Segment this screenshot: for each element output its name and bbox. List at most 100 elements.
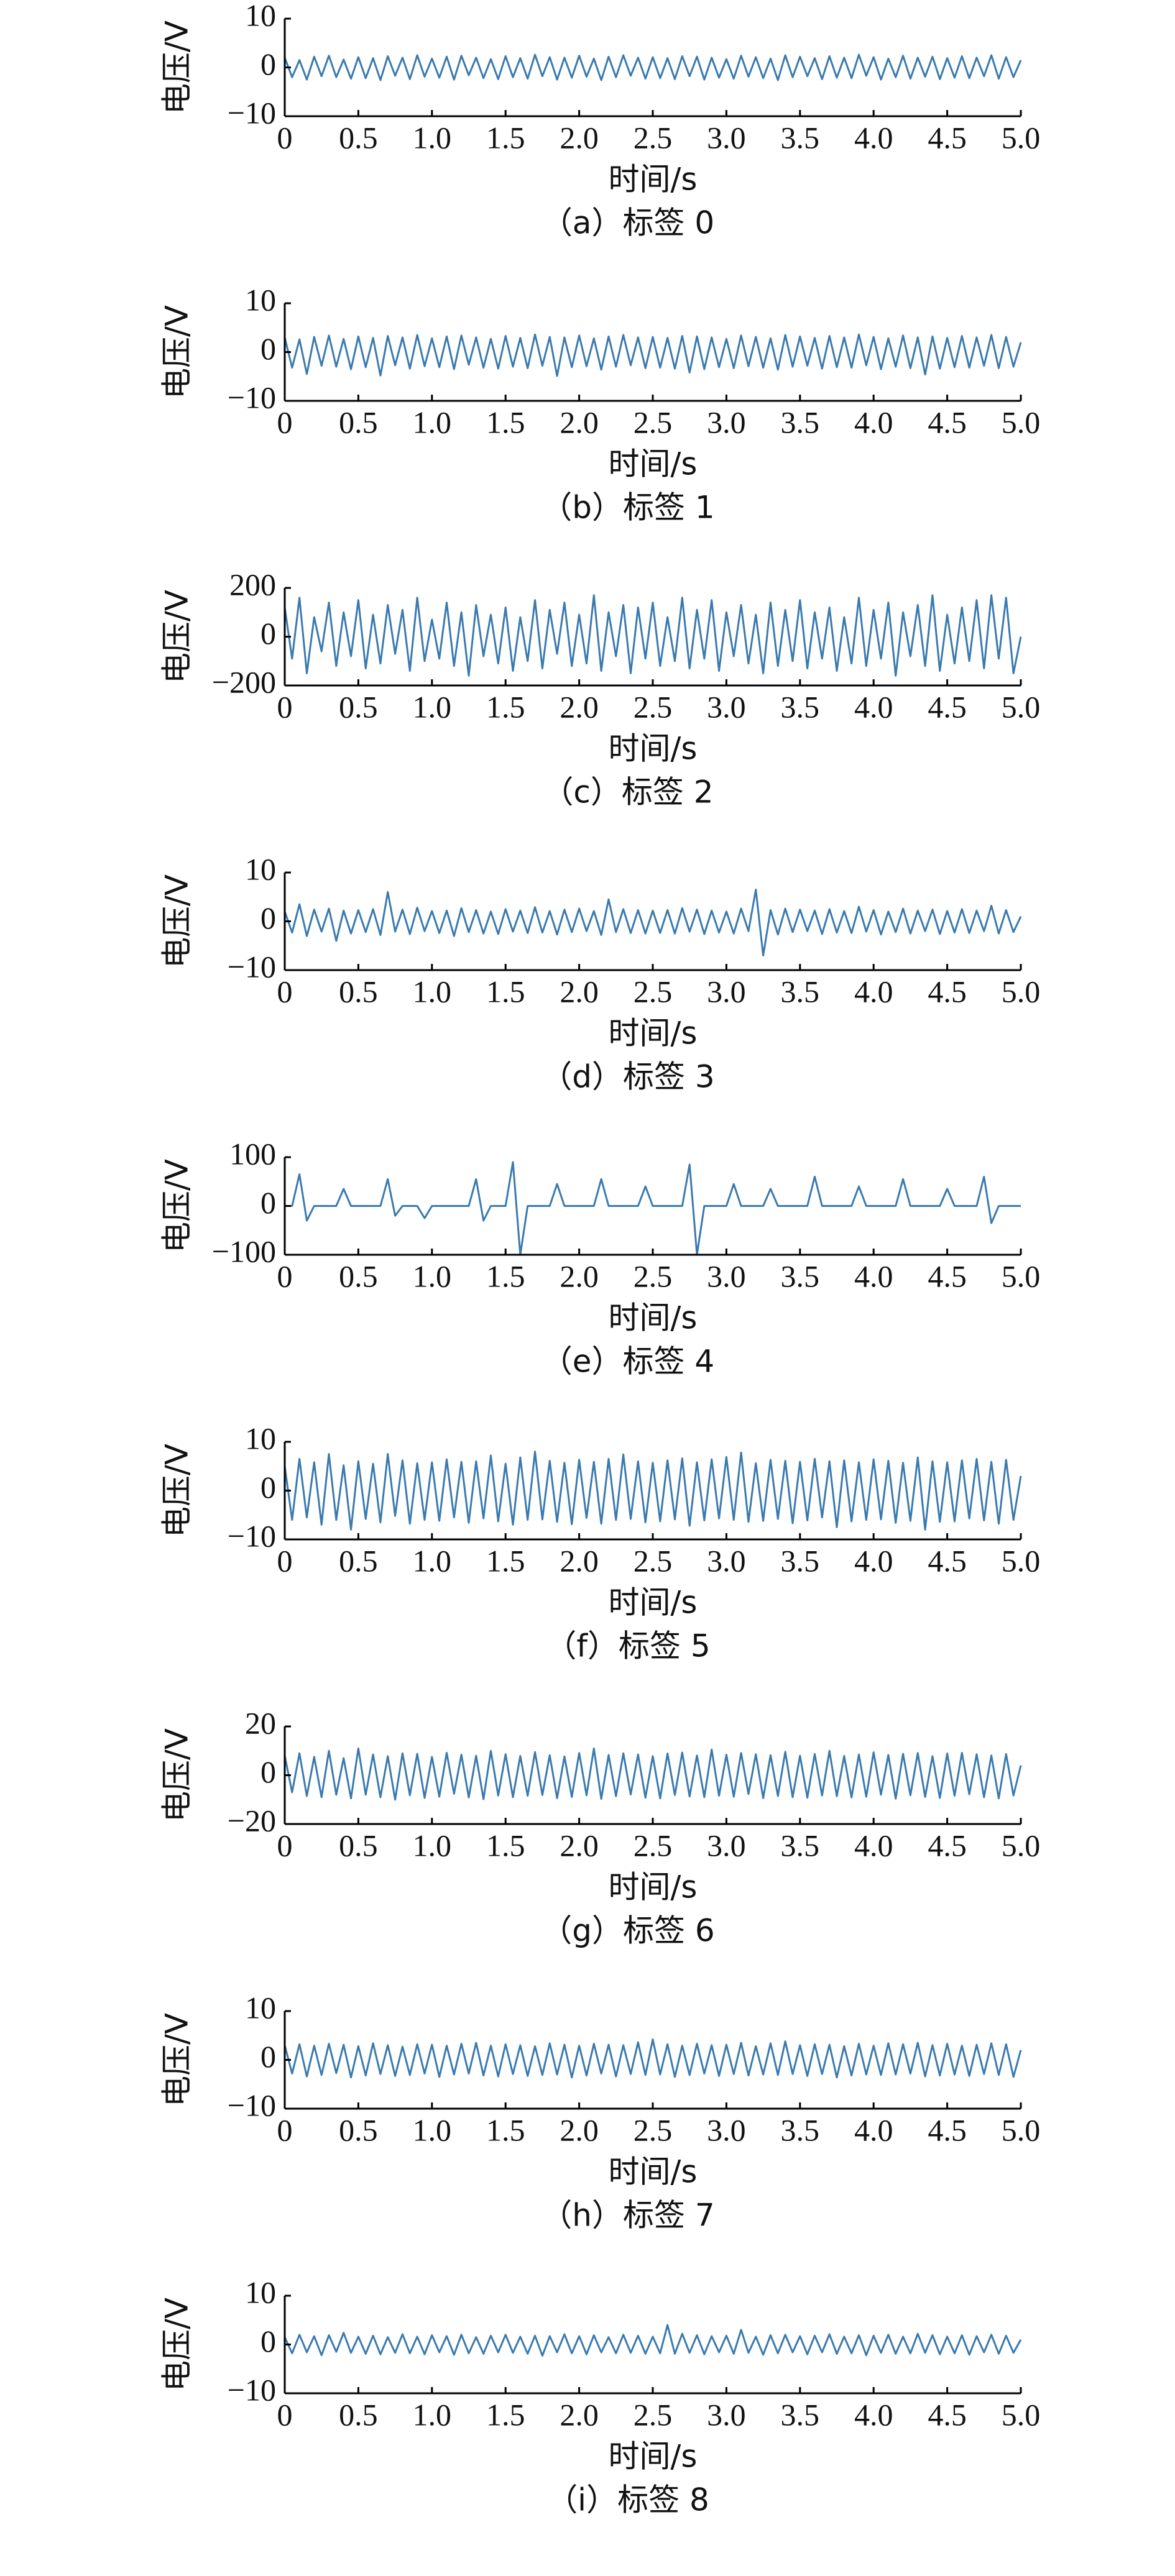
x-tick-label: 0.5	[339, 405, 378, 439]
y-tick-label: 10	[245, 0, 276, 32]
y-tick-label: 0	[260, 331, 276, 366]
y-tick-label: 200	[229, 567, 276, 602]
x-tick-label: 2.0	[560, 974, 599, 1009]
signal-line	[285, 1161, 1021, 1256]
x-tick-label: 3.5	[781, 1543, 820, 1578]
y-axis-label: 电压/V	[159, 874, 195, 968]
x-tick-label: 4.0	[854, 1828, 893, 1863]
x-tick-label: 0.5	[339, 120, 378, 155]
x-tick-label: 1.5	[486, 1828, 525, 1863]
caption: （a）标签 0	[541, 205, 714, 241]
x-tick-label: 5.0	[1002, 1543, 1041, 1578]
x-tick-label: 2.5	[634, 120, 673, 155]
caption: （h）标签 7	[541, 2198, 714, 2234]
y-tick-label: 0	[260, 1754, 276, 1789]
x-tick-label: 4.5	[928, 1258, 967, 1293]
x-tick-label: 4.0	[854, 689, 893, 724]
caption: （e）标签 4	[541, 1344, 714, 1380]
x-tick-label: 2.5	[634, 2112, 673, 2147]
x-tick-label: 0	[277, 1258, 293, 1293]
x-tick-label: 4.0	[854, 120, 893, 155]
x-tick-label: 0	[277, 1543, 293, 1578]
y-tick-label: 100	[229, 1136, 276, 1171]
x-tick-label: 2.0	[560, 1828, 599, 1863]
y-tick-label: −10	[228, 949, 276, 984]
x-tick-label: 0	[277, 120, 293, 155]
x-tick-label: 0.5	[339, 1258, 378, 1293]
x-tick-label: 1.5	[486, 974, 525, 1009]
y-tick-label: 0	[260, 47, 276, 81]
x-tick-label: 1.5	[486, 405, 525, 439]
x-tick-label: 1.5	[486, 1543, 525, 1578]
x-axis-label: 时间/s	[609, 1015, 698, 1052]
x-tick-label: 4.5	[928, 120, 967, 155]
y-tick-label: 10	[245, 282, 276, 317]
y-tick-label: −10	[228, 2088, 276, 2122]
x-tick-label: 2.0	[560, 120, 599, 155]
y-tick-label: 0	[260, 1185, 276, 1220]
x-axis-label: 时间/s	[609, 1869, 698, 1905]
x-tick-label: 5.0	[1002, 1258, 1041, 1293]
y-tick-label: −10	[228, 2372, 276, 2407]
y-tick-label: 0	[260, 616, 276, 651]
x-tick-label: 2.0	[560, 689, 599, 724]
x-tick-label: 1.5	[486, 1258, 525, 1293]
signal-line	[283, 594, 1022, 677]
y-tick-label: −10	[228, 1518, 276, 1553]
x-tick-label: 2.5	[634, 974, 673, 1009]
x-tick-label: 2.0	[560, 2112, 599, 2147]
x-tick-label: 3.0	[707, 120, 746, 155]
signal-line	[283, 2324, 1022, 2357]
y-tick-label: 10	[245, 1421, 276, 1455]
x-tick-label: 4.0	[854, 2112, 893, 2147]
x-tick-label: 0.5	[339, 1828, 378, 1863]
y-axis-label: 电压/V	[159, 1728, 195, 1822]
x-tick-label: 1.0	[413, 974, 452, 1009]
caption: （c）标签 2	[542, 774, 713, 810]
y-tick-label: −10	[228, 380, 276, 415]
y-axis-label: 电压/V	[159, 1159, 195, 1253]
x-tick-label: 0.5	[339, 2112, 378, 2147]
y-axis-label: 电压/V	[159, 21, 195, 114]
x-tick-label: 4.5	[928, 1543, 967, 1578]
x-axis-label: 时间/s	[609, 2154, 698, 2190]
x-tick-label: 2.0	[560, 405, 599, 439]
x-tick-label: 2.0	[560, 1258, 599, 1293]
x-axis-label: 时间/s	[609, 731, 698, 767]
x-tick-label: 0	[277, 2397, 293, 2432]
signal-line	[283, 2038, 1022, 2079]
x-tick-label: 4.5	[928, 405, 967, 439]
x-tick-label: 0	[277, 974, 293, 1009]
x-tick-label: 3.0	[707, 2112, 746, 2147]
x-tick-label: 3.5	[781, 974, 820, 1009]
x-tick-label: 5.0	[1002, 405, 1041, 439]
x-tick-label: 3.5	[781, 2112, 820, 2147]
x-tick-label: 5.0	[1002, 120, 1041, 155]
x-tick-label: 3.0	[707, 689, 746, 724]
x-tick-label: 1.0	[413, 689, 452, 724]
x-tick-label: 4.0	[854, 974, 893, 1009]
x-tick-label: 2.0	[560, 2397, 599, 2432]
caption: （i）标签 8	[546, 2482, 709, 2518]
x-tick-label: 5.0	[1002, 2112, 1041, 2147]
y-tick-label: 0	[260, 2324, 276, 2358]
x-tick-label: 1.5	[486, 120, 525, 155]
x-axis-label: 时间/s	[609, 446, 698, 482]
x-axis-label: 时间/s	[609, 2439, 698, 2475]
x-tick-label: 3.0	[707, 1258, 746, 1293]
x-tick-label: 3.5	[781, 120, 820, 155]
x-tick-label: 0.5	[339, 2397, 378, 2432]
x-tick-label: 3.5	[781, 689, 820, 724]
x-tick-label: 2.5	[634, 1828, 673, 1863]
y-tick-label: 10	[245, 851, 276, 886]
signal-line	[283, 333, 1022, 377]
x-tick-label: 5.0	[1002, 974, 1041, 1009]
x-tick-label: 2.5	[634, 1543, 673, 1578]
caption: （g）标签 6	[541, 1913, 714, 1949]
x-tick-label: 5.0	[1002, 1828, 1041, 1863]
x-tick-label: 2.5	[634, 405, 673, 439]
x-tick-label: 3.5	[781, 405, 820, 439]
y-axis-label: 电压/V	[159, 305, 195, 399]
